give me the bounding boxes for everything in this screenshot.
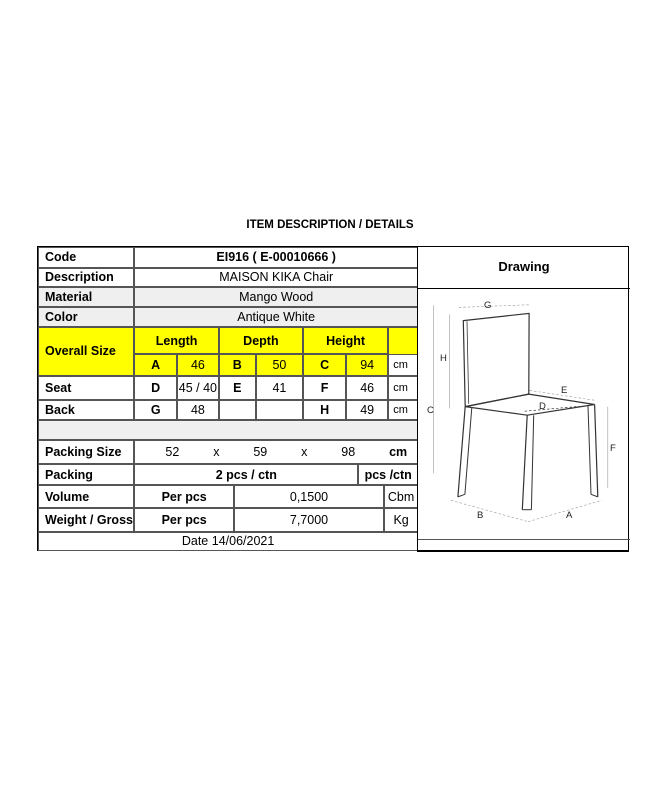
svg-text:A: A bbox=[566, 510, 573, 521]
svg-text:B: B bbox=[477, 510, 483, 521]
svg-text:E: E bbox=[561, 385, 567, 396]
svg-text:C: C bbox=[427, 405, 434, 416]
svg-text:G: G bbox=[484, 300, 491, 311]
svg-text:D: D bbox=[539, 401, 546, 412]
svg-text:F: F bbox=[610, 443, 616, 454]
svg-text:H: H bbox=[440, 353, 447, 364]
